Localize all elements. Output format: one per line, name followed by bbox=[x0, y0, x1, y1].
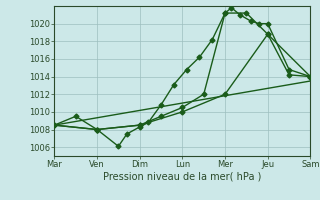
X-axis label: Pression niveau de la mer( hPa ): Pression niveau de la mer( hPa ) bbox=[103, 172, 261, 182]
